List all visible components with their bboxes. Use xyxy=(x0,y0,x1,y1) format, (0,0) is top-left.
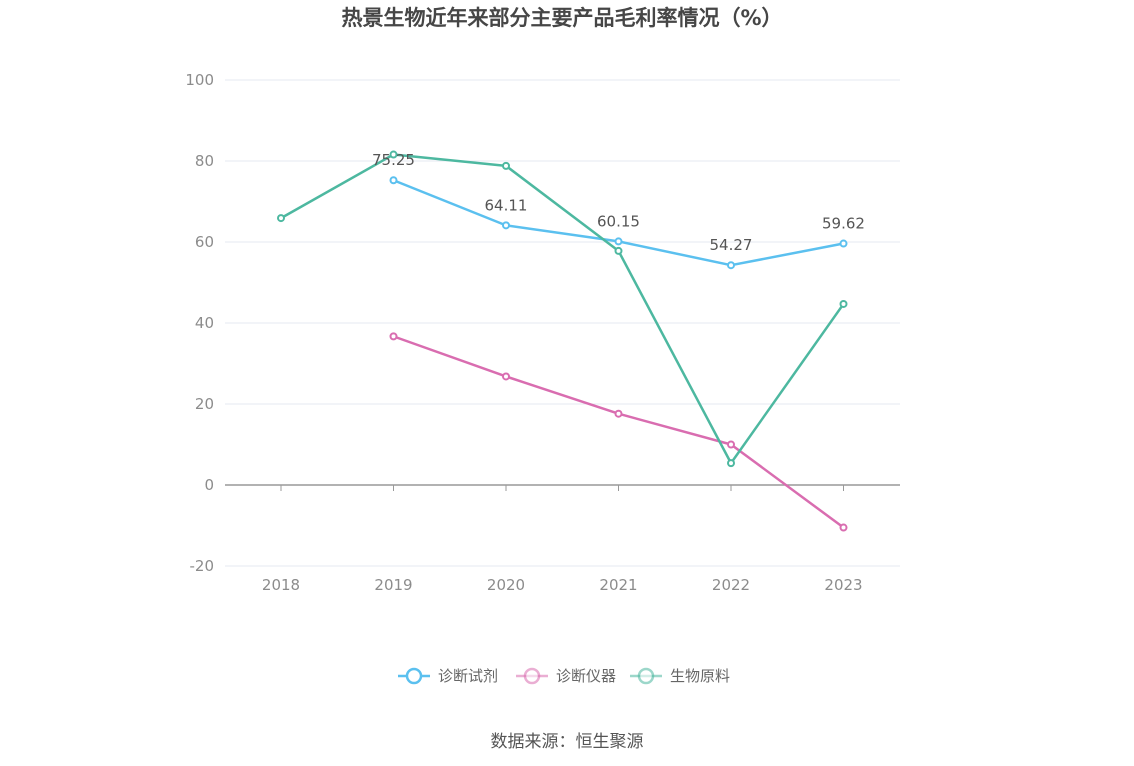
x-tick-label: 2022 xyxy=(712,576,750,594)
data-label: 75.25 xyxy=(372,151,415,169)
data-point[interactable] xyxy=(389,332,398,341)
data-point[interactable] xyxy=(614,409,623,418)
y-tick-label: 60 xyxy=(195,233,214,251)
data-point[interactable] xyxy=(839,299,848,308)
data-label: 64.11 xyxy=(485,196,528,214)
legend-label: 诊断试剂 xyxy=(438,667,498,685)
data-label: 59.62 xyxy=(822,215,865,233)
legend-marker-icon xyxy=(523,667,541,685)
legend-marker-icon xyxy=(637,667,655,685)
data-point[interactable] xyxy=(839,239,848,248)
source-note: 数据来源：恒生聚源 xyxy=(491,732,644,752)
series-lines xyxy=(277,150,848,532)
data-point[interactable] xyxy=(727,440,735,449)
data-point[interactable] xyxy=(614,246,623,255)
x-tick-label: 2019 xyxy=(374,576,412,594)
y-tick-label: 80 xyxy=(195,152,214,170)
x-tick-label: 2018 xyxy=(262,576,300,594)
legend-marker-icon xyxy=(405,667,423,685)
data-point[interactable] xyxy=(502,221,510,230)
data-point[interactable] xyxy=(502,372,510,381)
y-tick-label: 0 xyxy=(204,476,214,494)
data-point[interactable] xyxy=(502,161,510,170)
legend-item[interactable]: 诊断试剂 xyxy=(398,667,498,685)
y-tick-label: 40 xyxy=(195,314,214,332)
data-point[interactable] xyxy=(389,150,398,159)
y-tick-label: -20 xyxy=(190,557,215,575)
x-tick-label: 2020 xyxy=(487,576,525,594)
data-point[interactable] xyxy=(277,214,285,223)
series-line-1 xyxy=(393,335,845,529)
legend-item[interactable]: 诊断仪器 xyxy=(516,667,616,685)
data-point[interactable] xyxy=(389,176,398,185)
y-tick-label: 100 xyxy=(185,71,214,89)
x-tick-label: 2021 xyxy=(599,576,637,594)
legend-label: 诊断仪器 xyxy=(556,667,616,685)
x-tick-label: 2023 xyxy=(824,576,862,594)
chart-title: 热景生物近年来部分主要产品毛利率情况（%） xyxy=(341,6,782,30)
legend-label: 生物原料 xyxy=(670,667,730,685)
data-labels: 75.25 64.11 60.15 54.27 59.62 xyxy=(372,151,865,254)
data-label: 60.15 xyxy=(597,212,640,230)
data-label: 54.27 xyxy=(710,236,753,254)
legend-item[interactable]: 生物原料 xyxy=(630,667,730,685)
data-point[interactable] xyxy=(839,523,848,532)
series-line-2 xyxy=(280,153,845,465)
data-point[interactable] xyxy=(727,459,735,468)
data-point[interactable] xyxy=(614,237,623,246)
data-point[interactable] xyxy=(727,261,735,270)
legend[interactable]: 诊断试剂 诊断仪器 生物原料 xyxy=(398,667,730,685)
y-tick-label: 20 xyxy=(195,395,214,413)
grid-lines xyxy=(225,79,900,567)
axes: -20 0 20 40 60 80 100 2018 2019 2020 2021 2022 2023 xyxy=(185,71,900,594)
